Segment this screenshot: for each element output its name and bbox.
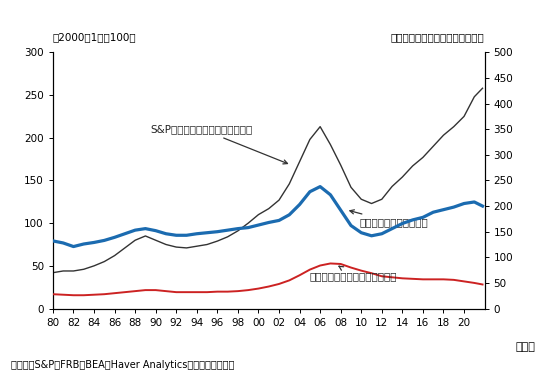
Text: S&Pケース・シラー住宅価格指数: S&Pケース・シラー住宅価格指数 (150, 124, 287, 164)
Text: 家計の住宅資産（右軸）: 家計の住宅資産（右軸） (350, 210, 428, 227)
Text: （年）: （年） (515, 342, 535, 352)
Text: 米国の住宅価格と家計のバランスシート: 米国の住宅価格と家計のバランスシート (200, 14, 357, 29)
Text: （出所）S&P、FRB、BEA、Haver Analyticsより大和総研作成: （出所）S&P、FRB、BEA、Haver Analyticsより大和総研作成 (11, 360, 234, 370)
Text: （可処分所得に対する比率、％）: （可処分所得に対する比率、％） (391, 32, 485, 42)
Text: 家計の住宅ローン残高（右軸）: 家計の住宅ローン残高（右軸） (310, 266, 397, 281)
Text: （2000年1月＝100）: （2000年1月＝100） (53, 32, 136, 42)
